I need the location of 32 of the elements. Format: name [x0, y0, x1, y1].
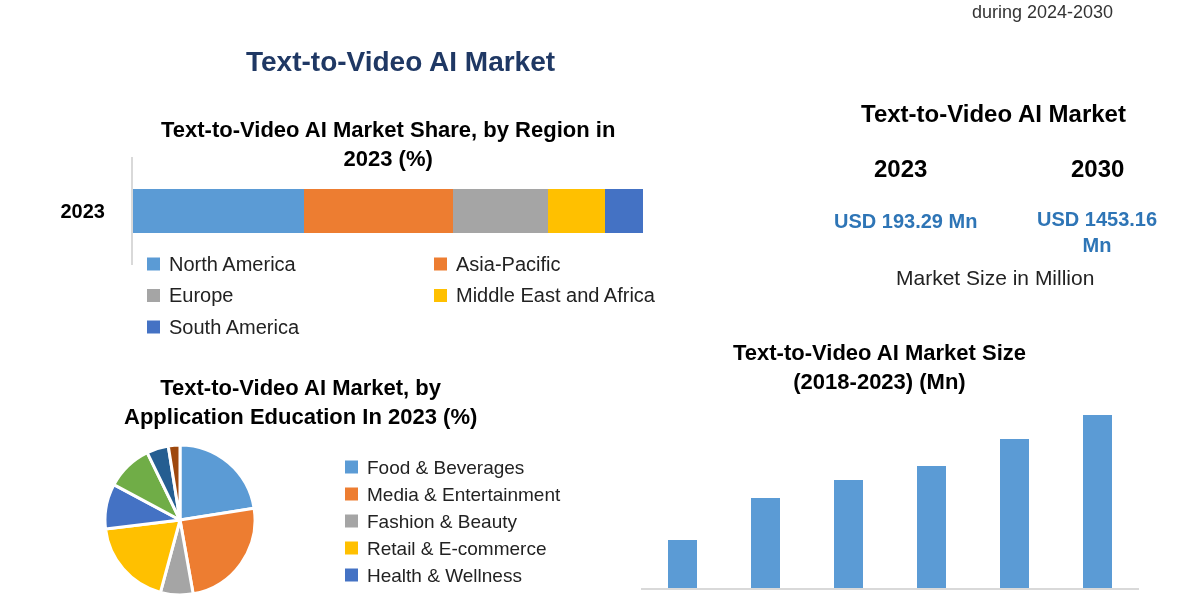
- chart-title: Text-to-Video AI Market, by Application Education In 2023 (%): [124, 375, 478, 429]
- text: Market Size in Million: [896, 266, 1095, 289]
- legend-label: Fashion & Beauty: [367, 511, 518, 532]
- bar: [1082, 415, 1113, 588]
- bar: [547, 189, 605, 233]
- bar: [750, 497, 781, 588]
- text: USD 1453.16 Mn: [1037, 208, 1158, 256]
- text: Text-to-Video AI Market: [861, 100, 1126, 127]
- legend-label: North America: [169, 253, 297, 275]
- legend-label: Asia-Pacific: [456, 253, 561, 275]
- bar: [833, 479, 864, 588]
- legend-label: Media & Entertainment: [367, 484, 561, 505]
- text: Text-to-Video AI Market: [246, 46, 556, 77]
- text: during 2024-2030: [972, 2, 1114, 22]
- legend-label: Food & Beverages: [367, 457, 525, 478]
- text: 2030: [1071, 155, 1125, 182]
- text: 2023: [874, 155, 928, 182]
- bar: [999, 439, 1030, 588]
- bar: [667, 540, 698, 588]
- legend-label: Middle East and Africa: [456, 284, 656, 306]
- legend-label: Retail & E-commerce: [367, 538, 547, 559]
- chart-title: Text-to-Video AI Market Share, by Region in 2023 (%): [161, 117, 616, 171]
- bar: [133, 189, 304, 233]
- legend-label: Europe: [169, 284, 234, 306]
- bar: [303, 189, 453, 233]
- bar: [916, 465, 947, 588]
- legend-label: South America: [169, 316, 300, 338]
- legend-label: Health & Wellness: [367, 565, 522, 586]
- chart-title: Text-to-Video AI Market Size (2018-2023) (Mn): [733, 340, 1026, 394]
- text: USD 193.29 Mn: [834, 210, 978, 232]
- bar: [452, 189, 548, 233]
- bar: [604, 189, 643, 233]
